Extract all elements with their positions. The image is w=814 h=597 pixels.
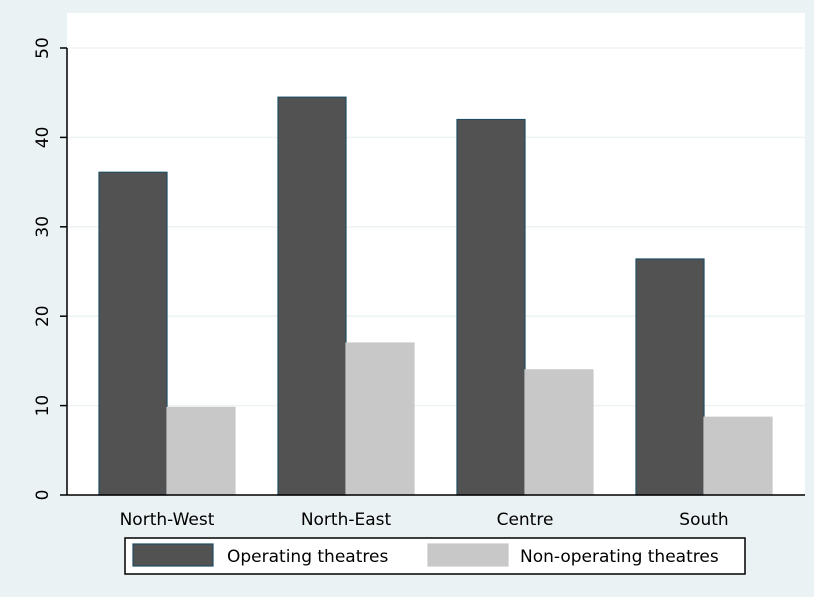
bar-operating-2	[456, 118, 526, 496]
legend: Operating theatres Non-operating theatres	[124, 537, 746, 575]
bar-non-operating-1	[345, 342, 415, 496]
y-tick-label: 10	[33, 395, 53, 417]
x-category-label: South	[679, 510, 728, 530]
y-tick-label: 0	[33, 490, 53, 501]
y-tick-label: 20	[33, 305, 53, 327]
bar-non-operating-2	[524, 369, 594, 496]
axes	[66, 48, 805, 496]
y-axis-ticks: 0 10 20 30 40 50	[33, 37, 67, 500]
bar-operating-0	[98, 171, 168, 496]
y-tick-label: 50	[33, 37, 53, 59]
x-axis-labels: North-West North-East Centre South	[120, 510, 729, 530]
legend-label: Operating theatres	[227, 547, 388, 567]
bar-operating-3	[635, 258, 705, 496]
x-category-label: North-East	[301, 510, 392, 530]
x-category-label: Centre	[497, 510, 554, 530]
legend-label: Non-operating theatres	[520, 547, 719, 567]
bar-operating-1	[277, 96, 347, 496]
bars	[98, 96, 773, 496]
bar-non-operating-0	[166, 406, 236, 496]
legend-swatch-operating	[132, 543, 214, 567]
x-category-label: North-West	[120, 510, 215, 530]
legend-swatch-non-operating	[427, 543, 509, 567]
y-tick-label: 30	[33, 216, 53, 238]
bar-non-operating-3	[703, 416, 773, 496]
y-tick-label: 40	[33, 127, 53, 149]
